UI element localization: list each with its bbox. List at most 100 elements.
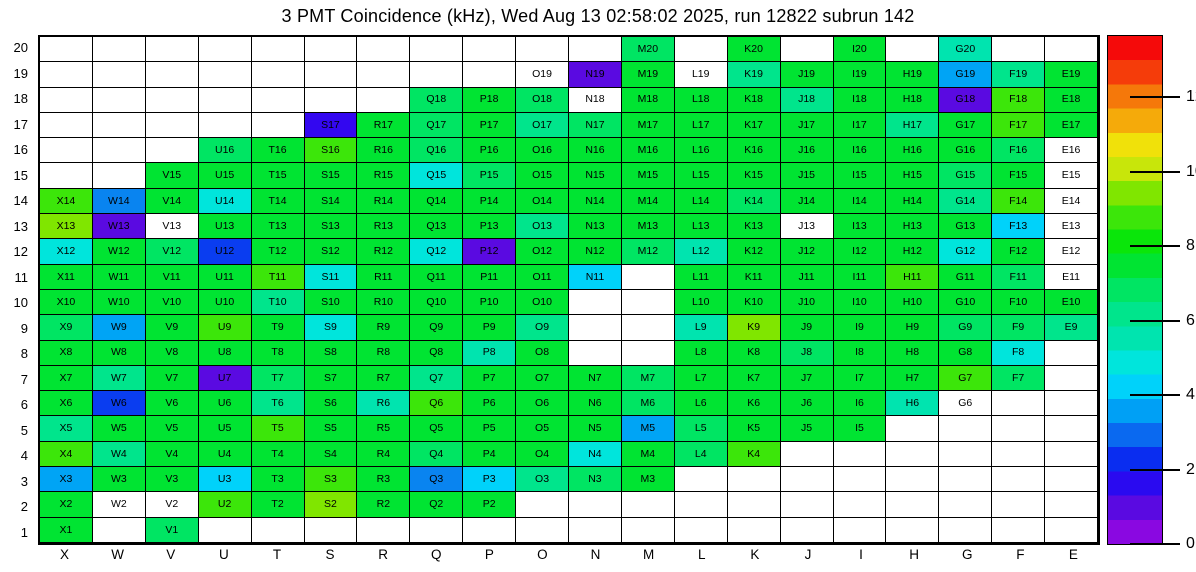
cell-J19: J19 [780,62,834,88]
cell-empty [92,112,146,139]
cell-empty [1045,365,1098,392]
cell-Q18: Q18 [410,87,464,113]
cell-Q15: Q15 [410,163,464,189]
cell-Q4: Q4 [410,441,464,468]
cell-G10: G10 [939,289,993,316]
cell-N5: N5 [569,416,622,442]
cell-P18: P18 [463,87,517,113]
col-label-V: V [166,547,176,562]
cell-E18: E18 [1045,87,1098,113]
cell-X3: X3 [40,467,93,493]
cell-W5: W5 [92,416,146,442]
cell-L5: L5 [674,416,728,442]
cell-S6: S6 [304,391,358,417]
row-label-7: 7 [20,371,28,387]
cell-X4: X4 [40,441,93,468]
cell-N15: N15 [569,163,622,189]
cell-R17: R17 [357,112,411,139]
cell-V6: V6 [145,391,199,417]
cell-F18: F18 [992,87,1046,113]
cell-empty [992,391,1046,417]
cell-J5: J5 [780,416,834,442]
cell-K7: K7 [727,365,781,392]
cell-H16: H16 [886,138,940,164]
cell-E16: E16 [1045,138,1098,164]
cell-V11: V11 [145,264,199,290]
cell-empty [198,62,252,88]
cell-empty [92,62,146,88]
cell-R12: R12 [357,239,411,265]
cell-R15: R15 [357,163,411,189]
cell-L18: L18 [674,87,728,113]
cell-empty [463,37,517,63]
cell-Q5: Q5 [410,416,464,442]
cell-W8: W8 [92,340,146,366]
cell-G8: G8 [939,340,993,366]
cell-G16: G16 [939,138,993,164]
cell-empty [939,467,993,493]
cell-empty [992,517,1046,543]
cell-U6: U6 [198,391,252,417]
cell-G14: G14 [939,188,993,215]
cell-O4: O4 [516,441,569,468]
cell-M5: M5 [621,416,675,442]
cell-empty [621,289,675,316]
cell-W13: W13 [92,214,146,240]
cell-W12: W12 [92,239,146,265]
cell-empty [569,517,622,543]
cell-W10: W10 [92,289,146,316]
cell-U8: U8 [198,340,252,366]
cell-K5: K5 [727,416,781,442]
cell-M15: M15 [621,163,675,189]
cell-empty [92,37,146,63]
cell-G15: G15 [939,163,993,189]
cell-empty [674,492,728,518]
cell-H14: H14 [886,188,940,215]
cell-O11: O11 [516,264,569,290]
cell-F7: F7 [992,365,1046,392]
cell-empty [780,467,834,493]
cell-R14: R14 [357,188,411,215]
cell-N17: N17 [569,112,622,139]
cell-N12: N12 [569,239,622,265]
cell-T16: T16 [251,138,305,164]
cell-O9: O9 [516,315,569,341]
col-label-N: N [590,547,601,562]
cell-H13: H13 [886,214,940,240]
row-label-9: 9 [20,320,28,336]
cell-O13: O13 [516,214,569,240]
row-label-2: 2 [20,499,28,515]
cell-empty [569,289,622,316]
cell-L6: L6 [674,391,728,417]
cell-V2: V2 [145,492,199,518]
cell-empty [198,112,252,139]
cell-W11: W11 [92,264,146,290]
cell-T3: T3 [251,467,305,493]
cell-R9: R9 [357,315,411,341]
col-label-Q: Q [430,547,442,562]
cell-F16: F16 [992,138,1046,164]
cell-empty [251,112,305,139]
cell-empty [40,62,93,88]
col-label-F: F [1016,547,1025,562]
cell-I13: I13 [833,214,887,240]
cell-V3: V3 [145,467,199,493]
cell-G17: G17 [939,112,993,139]
cell-empty [40,87,93,113]
cell-X9: X9 [40,315,93,341]
cell-L4: L4 [674,441,728,468]
cell-U9: U9 [198,315,252,341]
cell-I20: I20 [833,37,887,63]
cell-P3: P3 [463,467,517,493]
cell-U16: U16 [198,138,252,164]
col-label-J: J [804,547,812,562]
row-label-20: 20 [13,40,28,56]
cell-V7: V7 [145,365,199,392]
cell-empty [992,467,1046,493]
cell-L9: L9 [674,315,728,341]
col-label-K: K [750,547,760,562]
cell-empty [992,441,1046,468]
cell-Q3: Q3 [410,467,464,493]
cell-empty [145,37,199,63]
cell-X10: X10 [40,289,93,316]
